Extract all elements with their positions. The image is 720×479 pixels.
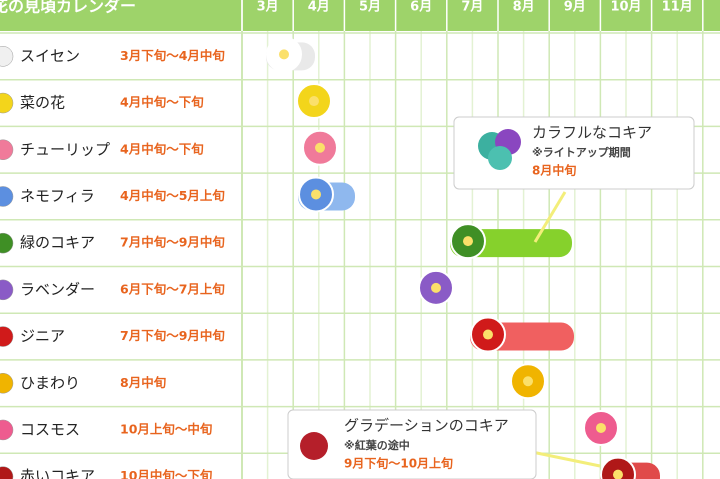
callout-image — [488, 146, 512, 170]
flower-name: ひまわり — [20, 374, 80, 392]
month-label: 8月 — [513, 0, 535, 15]
row-icon — [0, 139, 14, 160]
callout-note: ※紅葉の途中 — [344, 438, 410, 452]
bloom-period: 4月中旬〜下旬 — [120, 141, 204, 156]
flower-image — [600, 456, 636, 479]
flower-center — [431, 282, 441, 293]
callout-pointer — [533, 191, 567, 243]
flower-name: 緑のコキア — [20, 234, 95, 252]
flower-center — [523, 376, 533, 387]
callout-box — [287, 409, 537, 479]
bloom-period: 7月中旬〜9月中旬 — [120, 235, 225, 250]
month-label: 9月 — [564, 0, 586, 15]
month-label: 6月 — [410, 0, 432, 15]
row-icon — [0, 92, 14, 114]
row-icon — [0, 466, 14, 479]
month-label: 7月 — [461, 0, 483, 15]
callout-period: 9月下旬〜10月上旬 — [344, 456, 453, 471]
row-icon — [0, 186, 14, 207]
callout-note: ※ライトアップ期間 — [532, 145, 631, 159]
month-label: 11月 — [662, 0, 693, 15]
month-label: 4月 — [308, 0, 330, 15]
bloom-period: 4月中旬〜5月上旬 — [120, 188, 225, 203]
callout-period: 8月中旬 — [532, 163, 576, 178]
bloom-period: 6月下旬〜7月上旬 — [120, 281, 225, 296]
flower-center — [613, 469, 623, 479]
row-icon — [0, 326, 14, 347]
month-label: 3月 — [257, 0, 279, 15]
callout-title: グラデーションのコキア — [344, 417, 509, 435]
month-label: 5月 — [359, 0, 381, 15]
flower-name: ネモフィラ — [20, 187, 95, 205]
row-icon — [0, 232, 14, 254]
bloom-period: 4月中旬〜下旬 — [120, 95, 204, 110]
bloom-period: 7月下旬〜9月中旬 — [120, 328, 225, 343]
flower-name: 菜の花 — [20, 94, 65, 112]
callout-pointer — [531, 450, 601, 468]
flower-center — [315, 142, 325, 153]
callout-title: カラフルなコキア — [532, 124, 652, 142]
row-icon — [0, 373, 14, 394]
flower-center — [279, 49, 289, 60]
title: 花の見頃カレンダー — [0, 0, 136, 16]
bloom-period: 8月中旬 — [120, 375, 166, 390]
bloom-period: 3月下旬〜4月中旬 — [120, 48, 225, 63]
flower-name: コスモス — [20, 420, 80, 438]
flower-center — [596, 422, 606, 433]
flower-name: 赤いコキア — [20, 467, 95, 479]
flower-center — [463, 236, 473, 247]
bloom-period: 10月上旬〜中旬 — [120, 421, 212, 436]
row-icon — [0, 46, 14, 67]
flower-center — [311, 189, 321, 200]
bloom-period: 10月中旬〜下旬 — [120, 468, 212, 479]
flower-center — [483, 329, 493, 340]
callout-image — [300, 432, 328, 460]
flower-name: ジニア — [20, 327, 65, 345]
row-icon — [0, 279, 14, 301]
flower-name: チューリップ — [20, 140, 110, 158]
row-icon — [0, 419, 14, 441]
flower-name: ラベンダー — [20, 280, 95, 298]
flower-name: スイセン — [20, 47, 80, 65]
flower-center — [309, 96, 319, 107]
month-label: 10月 — [610, 0, 641, 15]
